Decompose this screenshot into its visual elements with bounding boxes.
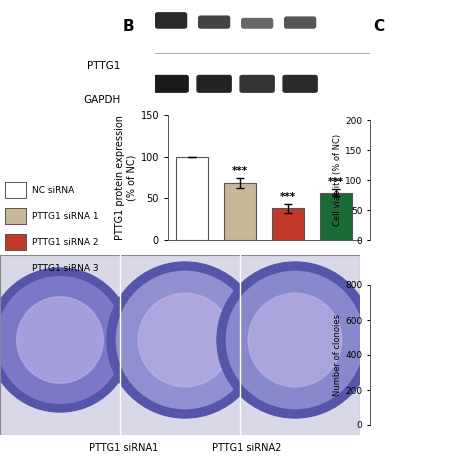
FancyBboxPatch shape bbox=[284, 17, 316, 29]
Bar bbox=[7, 268, 36, 294]
FancyBboxPatch shape bbox=[241, 18, 273, 29]
FancyBboxPatch shape bbox=[155, 12, 187, 29]
FancyBboxPatch shape bbox=[196, 75, 232, 93]
Text: PTTG1: PTTG1 bbox=[88, 61, 121, 72]
Circle shape bbox=[248, 293, 342, 387]
Y-axis label: PTTG1 protein expression
(% of NC): PTTG1 protein expression (% of NC) bbox=[115, 115, 137, 240]
Circle shape bbox=[0, 277, 123, 403]
Text: ***: *** bbox=[328, 177, 344, 187]
FancyBboxPatch shape bbox=[239, 75, 275, 93]
FancyBboxPatch shape bbox=[154, 75, 189, 93]
Text: GAPDH: GAPDH bbox=[83, 94, 121, 105]
Text: ***: *** bbox=[280, 191, 296, 201]
Text: C: C bbox=[374, 19, 385, 34]
Circle shape bbox=[227, 271, 364, 409]
Y-axis label: Cell viablity (% of NC): Cell viablity (% of NC) bbox=[333, 134, 342, 226]
Bar bbox=[320, 192, 352, 240]
Circle shape bbox=[17, 297, 103, 383]
Bar bbox=[176, 157, 208, 240]
Text: PTTG1 siRNA1: PTTG1 siRNA1 bbox=[89, 443, 158, 453]
Bar bbox=[224, 183, 255, 240]
Circle shape bbox=[0, 268, 132, 412]
Circle shape bbox=[138, 293, 232, 387]
Text: ***: *** bbox=[232, 166, 248, 176]
Text: PTTG1 siRNA 1: PTTG1 siRNA 1 bbox=[32, 212, 99, 221]
Circle shape bbox=[107, 262, 263, 418]
FancyBboxPatch shape bbox=[198, 16, 230, 29]
Text: B: B bbox=[122, 19, 134, 34]
Y-axis label: Number of clonoies: Number of clonoies bbox=[333, 314, 342, 396]
Text: PTTG1 siRNA 2: PTTG1 siRNA 2 bbox=[32, 238, 99, 247]
Text: ***: *** bbox=[14, 256, 29, 266]
Text: PTTG1 siRNA2: PTTG1 siRNA2 bbox=[212, 443, 281, 453]
Text: NC siRNA: NC siRNA bbox=[32, 186, 74, 195]
Circle shape bbox=[116, 271, 254, 409]
Text: PTTG1 siRNA 3: PTTG1 siRNA 3 bbox=[32, 264, 99, 273]
FancyBboxPatch shape bbox=[283, 75, 318, 93]
Circle shape bbox=[217, 262, 373, 418]
Bar bbox=[273, 209, 304, 240]
